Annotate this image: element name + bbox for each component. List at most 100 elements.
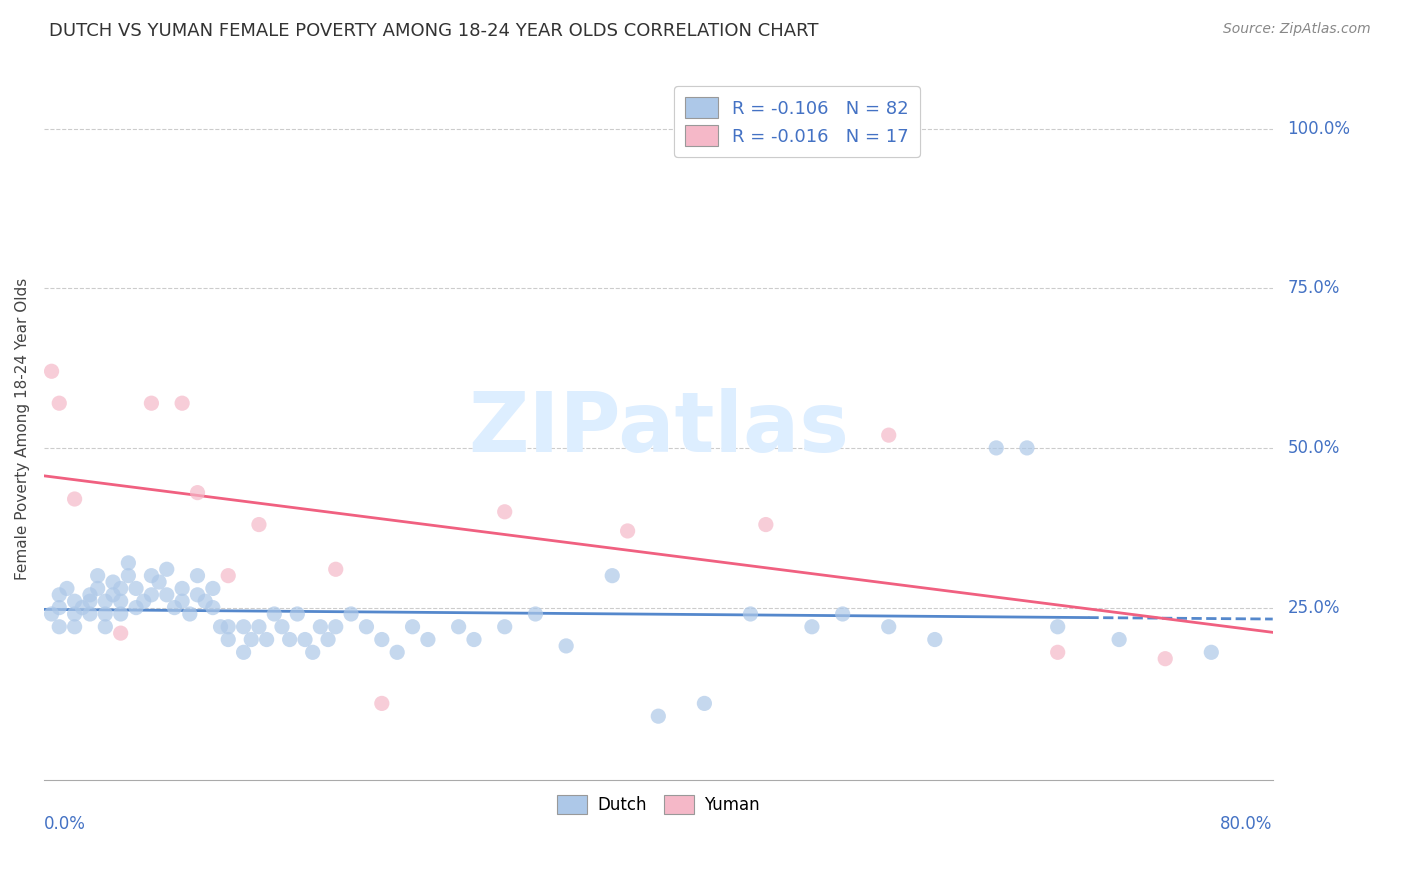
Point [247,517,270,532]
Point [924,632,946,647]
Point [101,575,124,590]
Point [986,441,1008,455]
Point [86,568,108,582]
Point [79,588,101,602]
Point [494,620,516,634]
Point [371,697,394,711]
Point [179,607,201,621]
Point [494,505,516,519]
Point [800,620,823,634]
Point [101,588,124,602]
Point [263,607,285,621]
Point [385,645,408,659]
Point [48,396,70,410]
Point [600,568,623,582]
Point [117,556,139,570]
Point [110,582,132,596]
Point [94,607,117,621]
Point [79,607,101,621]
Point [740,607,762,621]
Point [217,632,239,647]
Point [41,607,63,621]
Point [186,588,208,602]
Point [356,620,378,634]
Point [186,568,208,582]
Point [693,697,716,711]
Point [48,600,70,615]
Point [56,582,79,596]
Point [41,364,63,378]
Point [271,620,294,634]
Point [63,491,86,506]
Point [463,632,485,647]
Point [555,639,578,653]
Point [232,620,254,634]
Point [232,645,254,659]
Point [194,594,217,608]
Point [141,396,163,410]
Point [86,582,108,596]
Point [186,485,208,500]
Point [1108,632,1130,647]
Point [1154,651,1177,665]
Point [1046,620,1069,634]
Point [416,632,439,647]
Point [141,588,163,602]
Point [141,568,163,582]
Text: ZIPatlas: ZIPatlas [468,388,849,469]
Point [156,588,179,602]
Point [831,607,853,621]
Point [94,594,117,608]
Point [94,620,117,634]
Point [240,632,263,647]
Text: 0.0%: 0.0% [44,815,86,833]
Point [172,396,194,410]
Point [616,524,638,538]
Point [172,594,194,608]
Text: 75.0%: 75.0% [1288,279,1340,297]
Text: 50.0%: 50.0% [1288,439,1340,457]
Point [172,582,194,596]
Point [285,607,308,621]
Point [278,632,301,647]
Text: Source: ZipAtlas.com: Source: ZipAtlas.com [1223,22,1371,37]
Point [148,575,170,590]
Point [132,594,155,608]
Point [401,620,423,634]
Point [309,620,332,634]
Point [110,607,132,621]
Point [371,632,394,647]
Point [217,568,239,582]
Point [294,632,316,647]
Point [256,632,278,647]
Point [72,600,94,615]
Point [325,620,347,634]
Point [877,620,900,634]
Point [755,517,778,532]
Point [79,594,101,608]
Point [48,588,70,602]
Point [447,620,470,634]
Y-axis label: Female Poverty Among 18-24 Year Olds: Female Poverty Among 18-24 Year Olds [15,277,30,580]
Text: DUTCH VS YUMAN FEMALE POVERTY AMONG 18-24 YEAR OLDS CORRELATION CHART: DUTCH VS YUMAN FEMALE POVERTY AMONG 18-2… [49,22,818,40]
Point [110,626,132,640]
Point [301,645,323,659]
Point [325,562,347,576]
Point [110,594,132,608]
Text: 25.0%: 25.0% [1288,599,1340,616]
Point [63,594,86,608]
Point [63,607,86,621]
Point [524,607,547,621]
Point [156,562,179,576]
Point [48,620,70,634]
Point [1201,645,1223,659]
Point [209,620,232,634]
Point [125,582,148,596]
Point [217,620,239,634]
Point [125,600,148,615]
Point [1046,645,1069,659]
Point [647,709,669,723]
Point [316,632,339,647]
Text: 100.0%: 100.0% [1288,120,1351,137]
Point [1015,441,1038,455]
